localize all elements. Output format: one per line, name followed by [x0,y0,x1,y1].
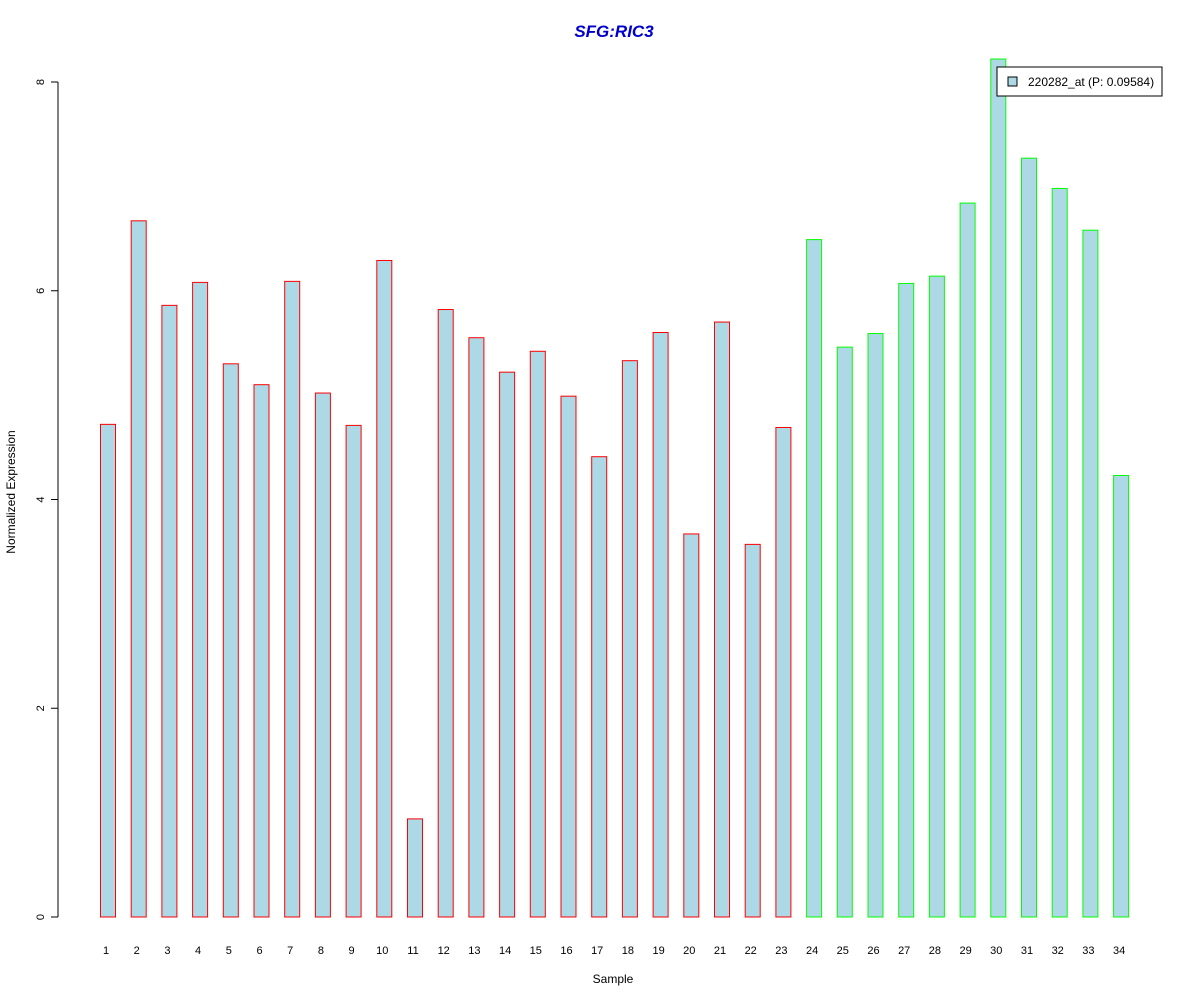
bar-sample-20 [683,533,700,918]
x-tick-label: 1 [103,945,109,957]
x-tick-label: 9 [349,945,355,957]
x-tick-label: 16 [560,945,572,957]
bar-sample-13 [468,337,485,918]
x-tick-label: 22 [745,945,757,957]
legend-swatch [1007,76,1018,87]
bar-sample-10 [376,259,393,918]
bar-sample-27 [898,282,915,918]
bar-sample-7 [284,280,301,918]
x-tick-label: 28 [929,945,941,957]
x-axis-title: Sample [593,972,634,986]
x-tick-label: 15 [530,945,542,957]
bar-sample-33 [1082,229,1099,918]
x-tick-label: 12 [438,945,450,957]
x-tick-label: 30 [990,945,1002,957]
legend-label: 220282_at (P: 0.09584) [1028,75,1154,89]
x-tick-label: 21 [714,945,726,957]
x-tick-label: 11 [407,945,418,957]
y-tick-label: 6 [35,288,47,294]
y-tick-label: 8 [35,79,47,85]
y-axis-title: Normalized Expression [4,430,18,553]
x-tick-label: 18 [622,945,634,957]
x-tick-label: 34 [1113,945,1125,957]
legend-box [996,66,1163,97]
bar-sample-34 [1113,474,1130,918]
y-tick-label: 4 [35,496,47,502]
x-tick-label: 4 [195,945,201,957]
x-tick-label: 31 [1021,945,1033,957]
legend: 220282_at (P: 0.09584) [996,66,1163,97]
x-tick-label: 26 [867,945,879,957]
bar-sample-4 [192,281,209,918]
bar-sample-6 [253,384,270,918]
x-tick-label: 29 [959,945,971,957]
bar-sample-11 [407,818,423,918]
y-axis-ticks: 0 2 4 6 8 [35,79,58,920]
x-tick-label: 33 [1082,945,1094,957]
x-tick-label: 25 [837,945,849,957]
x-tick-label: 2 [134,945,140,957]
bar-sample-1 [100,423,116,918]
bar-sample-16 [560,395,577,918]
x-tick-label: 3 [164,945,170,957]
bar-sample-22 [744,543,761,918]
x-tick-label: 8 [318,945,324,957]
bar-sample-29 [959,202,976,918]
x-tick-label: 32 [1052,945,1064,957]
bar-sample-31 [1021,157,1037,918]
bar-sample-9 [345,424,362,918]
x-tick-label: 23 [775,945,787,957]
y-tick-label: 2 [35,705,47,711]
x-tick-label: 17 [591,945,603,957]
bar-sample-32 [1051,187,1068,918]
x-tick-label: 14 [499,945,511,957]
x-tick-label: 20 [683,945,695,957]
bar-sample-21 [714,321,730,918]
bar-sample-28 [928,275,945,918]
bar-sample-25 [836,346,853,918]
x-tick-label: 7 [287,945,293,957]
bar-sample-17 [591,456,608,918]
bar-sample-19 [652,332,669,918]
bars-group [100,58,1130,918]
x-tick-label: 10 [376,945,388,957]
bar-sample-2 [130,220,147,918]
bar-sample-30 [990,58,1007,918]
bar-sample-26 [867,333,884,918]
bar-sample-15 [529,350,546,918]
y-tick-label: 0 [35,914,47,920]
x-tick-label: 24 [806,945,818,957]
bar-sample-12 [437,309,454,918]
bar-sample-8 [314,392,331,918]
bar-sample-18 [621,360,638,918]
bar-sample-23 [775,426,792,918]
bar-sample-5 [222,363,239,918]
bar-sample-14 [499,371,516,918]
x-tick-label: 27 [898,945,910,957]
x-tick-label: 13 [468,945,480,957]
chart-title: SFG:RIC3 [574,22,654,41]
bar-sample-24 [806,239,823,918]
x-axis-tick-labels: 1 2 3 4 5 6 7 8 9 10 11 12 13 14 15 16 17 18 19 20 21 22 23 24 2… [103,945,1125,957]
x-tick-label: 19 [652,945,664,957]
x-tick-label: 5 [226,945,232,957]
bar-sample-3 [161,304,178,918]
x-tick-label: 6 [256,945,262,957]
